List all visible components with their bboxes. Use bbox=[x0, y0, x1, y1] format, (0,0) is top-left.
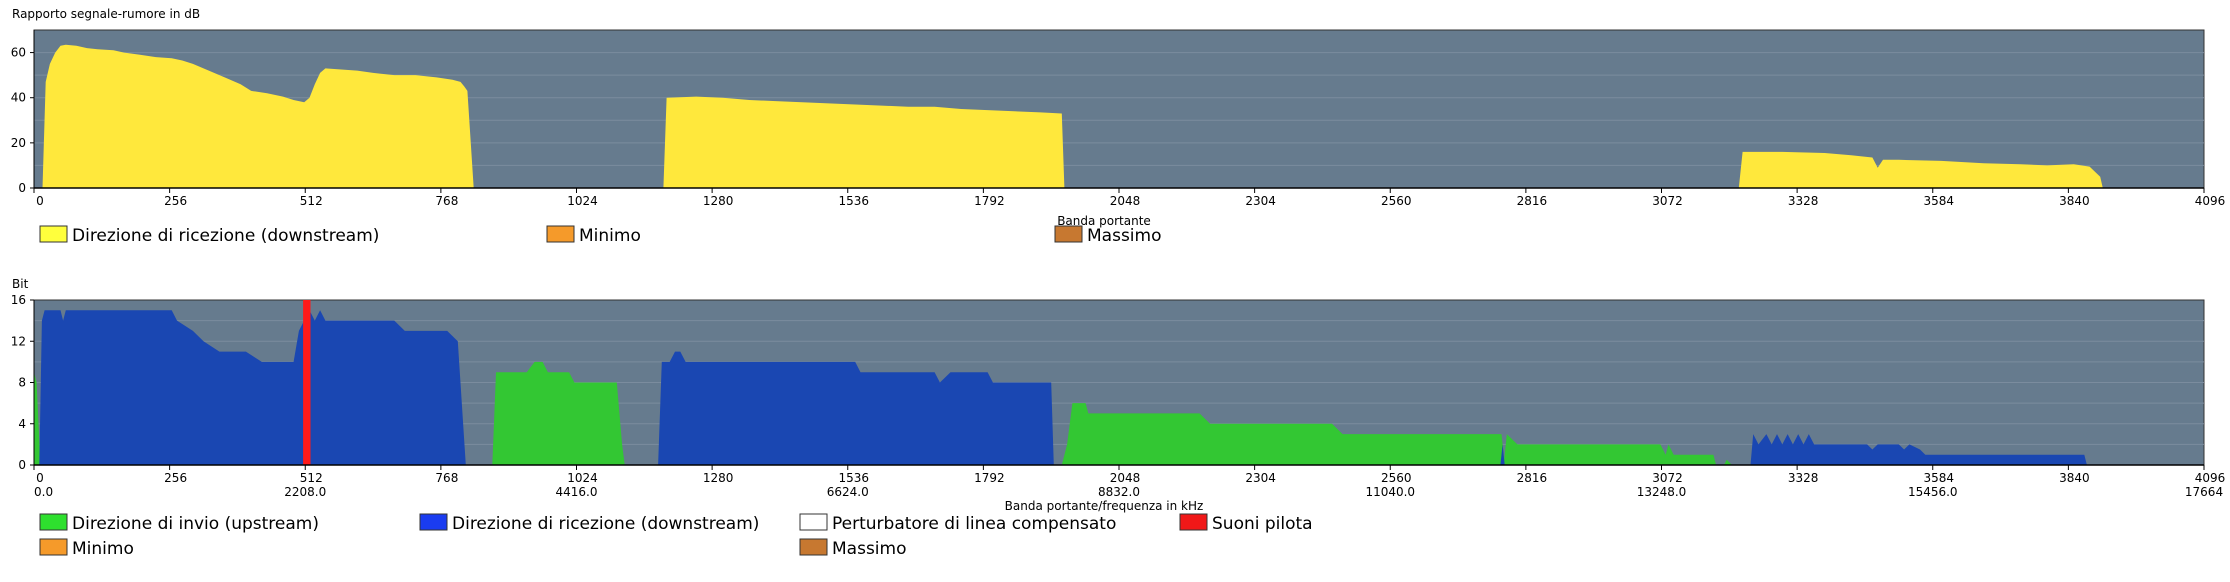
legend-swatch bbox=[419, 513, 448, 531]
x-tick-label: 1792 bbox=[974, 471, 1005, 485]
legend-swatch bbox=[39, 538, 68, 556]
x-tick-label: 1280 bbox=[703, 471, 734, 485]
legend-swatch bbox=[546, 225, 575, 243]
y-tick-label: 16 bbox=[11, 293, 26, 307]
y-tick-label: 12 bbox=[11, 334, 26, 348]
legend-label: Minimo bbox=[579, 226, 641, 246]
x-freq-tick-label: 0.0 bbox=[34, 485, 53, 499]
x-tick-label: 1024 bbox=[567, 194, 598, 208]
y-tick-label: 20 bbox=[11, 136, 26, 150]
x-tick-label: 4096 bbox=[2195, 194, 2226, 208]
x-tick-label: 2304 bbox=[1245, 471, 1276, 485]
x-tick-label: 2048 bbox=[1110, 471, 1141, 485]
x-tick-label: 2816 bbox=[1517, 471, 1548, 485]
x-freq-tick-label: 4416.0 bbox=[556, 485, 598, 499]
legend-swatch bbox=[1179, 513, 1208, 531]
x-tick-label: 1536 bbox=[838, 471, 869, 485]
series-area-0-3 bbox=[1724, 459, 1732, 465]
series-area-0-1 bbox=[492, 361, 625, 465]
chart2-x-axis-label: Banda portante/frequenza in kHz bbox=[1005, 499, 1204, 513]
series-area-0-1 bbox=[663, 96, 1065, 188]
x-tick-label: 3328 bbox=[1788, 194, 1819, 208]
series-area-2-0 bbox=[303, 300, 311, 465]
x-tick-label: 3072 bbox=[1652, 471, 1683, 485]
chart2-y-axis-label: Bit bbox=[12, 277, 29, 291]
x-freq-tick-label: 2208.0 bbox=[284, 485, 326, 499]
y-tick-label: 0 bbox=[18, 181, 26, 195]
y-tick-label: 4 bbox=[18, 417, 26, 431]
x-tick-label: 512 bbox=[300, 194, 323, 208]
x-tick-label: 1792 bbox=[974, 194, 1005, 208]
x-tick-label: 2304 bbox=[1245, 194, 1276, 208]
x-freq-tick-label: 6624.0 bbox=[827, 485, 869, 499]
legend-label: Perturbatore di linea compensato bbox=[832, 514, 1116, 534]
x-tick-label: 3072 bbox=[1652, 194, 1683, 208]
series-area-0-2 bbox=[1061, 403, 1717, 465]
legend-swatch bbox=[39, 513, 68, 531]
series-area-0-2 bbox=[1738, 151, 2103, 188]
x-tick-label: 2560 bbox=[1381, 471, 1412, 485]
chart1-title: Rapporto segnale-rumore in dB bbox=[12, 7, 200, 21]
x-tick-label: 1024 bbox=[567, 471, 598, 485]
y-tick-label: 40 bbox=[11, 91, 26, 105]
y-tick-label: 0 bbox=[18, 458, 26, 472]
x-tick-label: 3584 bbox=[1923, 194, 1954, 208]
series-area-1-3 bbox=[1750, 434, 2087, 465]
legend-swatch bbox=[799, 538, 828, 556]
series-area-1-1 bbox=[658, 351, 1054, 465]
legend-label: Direzione di invio (upstream) bbox=[72, 514, 319, 534]
legend-swatch bbox=[39, 225, 68, 243]
x-tick-label: 256 bbox=[164, 194, 187, 208]
legend-label: Direzione di ricezione (downstream) bbox=[452, 514, 759, 534]
legend-label: Direzione di ricezione (downstream) bbox=[72, 226, 379, 246]
series-area-1-2 bbox=[1500, 444, 1505, 465]
x-tick-label: 2816 bbox=[1517, 194, 1548, 208]
x-freq-tick-label: 15456.0 bbox=[1908, 485, 1958, 499]
x-freq-tick-label: 11040.0 bbox=[1365, 485, 1415, 499]
legend-label: Minimo bbox=[72, 539, 134, 559]
legend-label: Massimo bbox=[832, 539, 906, 559]
legend-swatch bbox=[799, 513, 828, 531]
x-freq-tick-label: 13248.0 bbox=[1637, 485, 1687, 499]
x-tick-label: 512 bbox=[300, 471, 323, 485]
x-tick-label: 3328 bbox=[1788, 471, 1819, 485]
y-tick-label: 60 bbox=[11, 46, 26, 60]
x-tick-label: 3840 bbox=[2059, 194, 2090, 208]
x-tick-label: 2560 bbox=[1381, 194, 1412, 208]
x-freq-tick-label: 17664 bbox=[2185, 485, 2223, 499]
x-tick-label: 768 bbox=[435, 471, 458, 485]
x-tick-label: 2048 bbox=[1110, 194, 1141, 208]
x-tick-label: 3584 bbox=[1923, 471, 1954, 485]
legend-swatch bbox=[1054, 225, 1083, 243]
x-tick-label: 1280 bbox=[703, 194, 734, 208]
chart1-x-axis-label: Banda portante bbox=[1057, 214, 1151, 228]
x-tick-label: 0 bbox=[36, 194, 44, 208]
series-area-0-0 bbox=[34, 372, 41, 465]
x-tick-label: 0 bbox=[36, 471, 44, 485]
series-area-1-0 bbox=[39, 310, 466, 465]
x-tick-label: 4096 bbox=[2195, 471, 2226, 485]
x-tick-label: 1536 bbox=[838, 194, 869, 208]
x-tick-label: 256 bbox=[164, 471, 187, 485]
y-tick-label: 8 bbox=[18, 376, 26, 390]
legend-label: Massimo bbox=[1087, 226, 1161, 246]
legend-label: Suoni pilota bbox=[1212, 514, 1313, 534]
x-tick-label: 768 bbox=[435, 194, 458, 208]
series-area-0-0 bbox=[42, 44, 474, 188]
x-tick-label: 3840 bbox=[2059, 471, 2090, 485]
x-freq-tick-label: 8832.0 bbox=[1098, 485, 1140, 499]
